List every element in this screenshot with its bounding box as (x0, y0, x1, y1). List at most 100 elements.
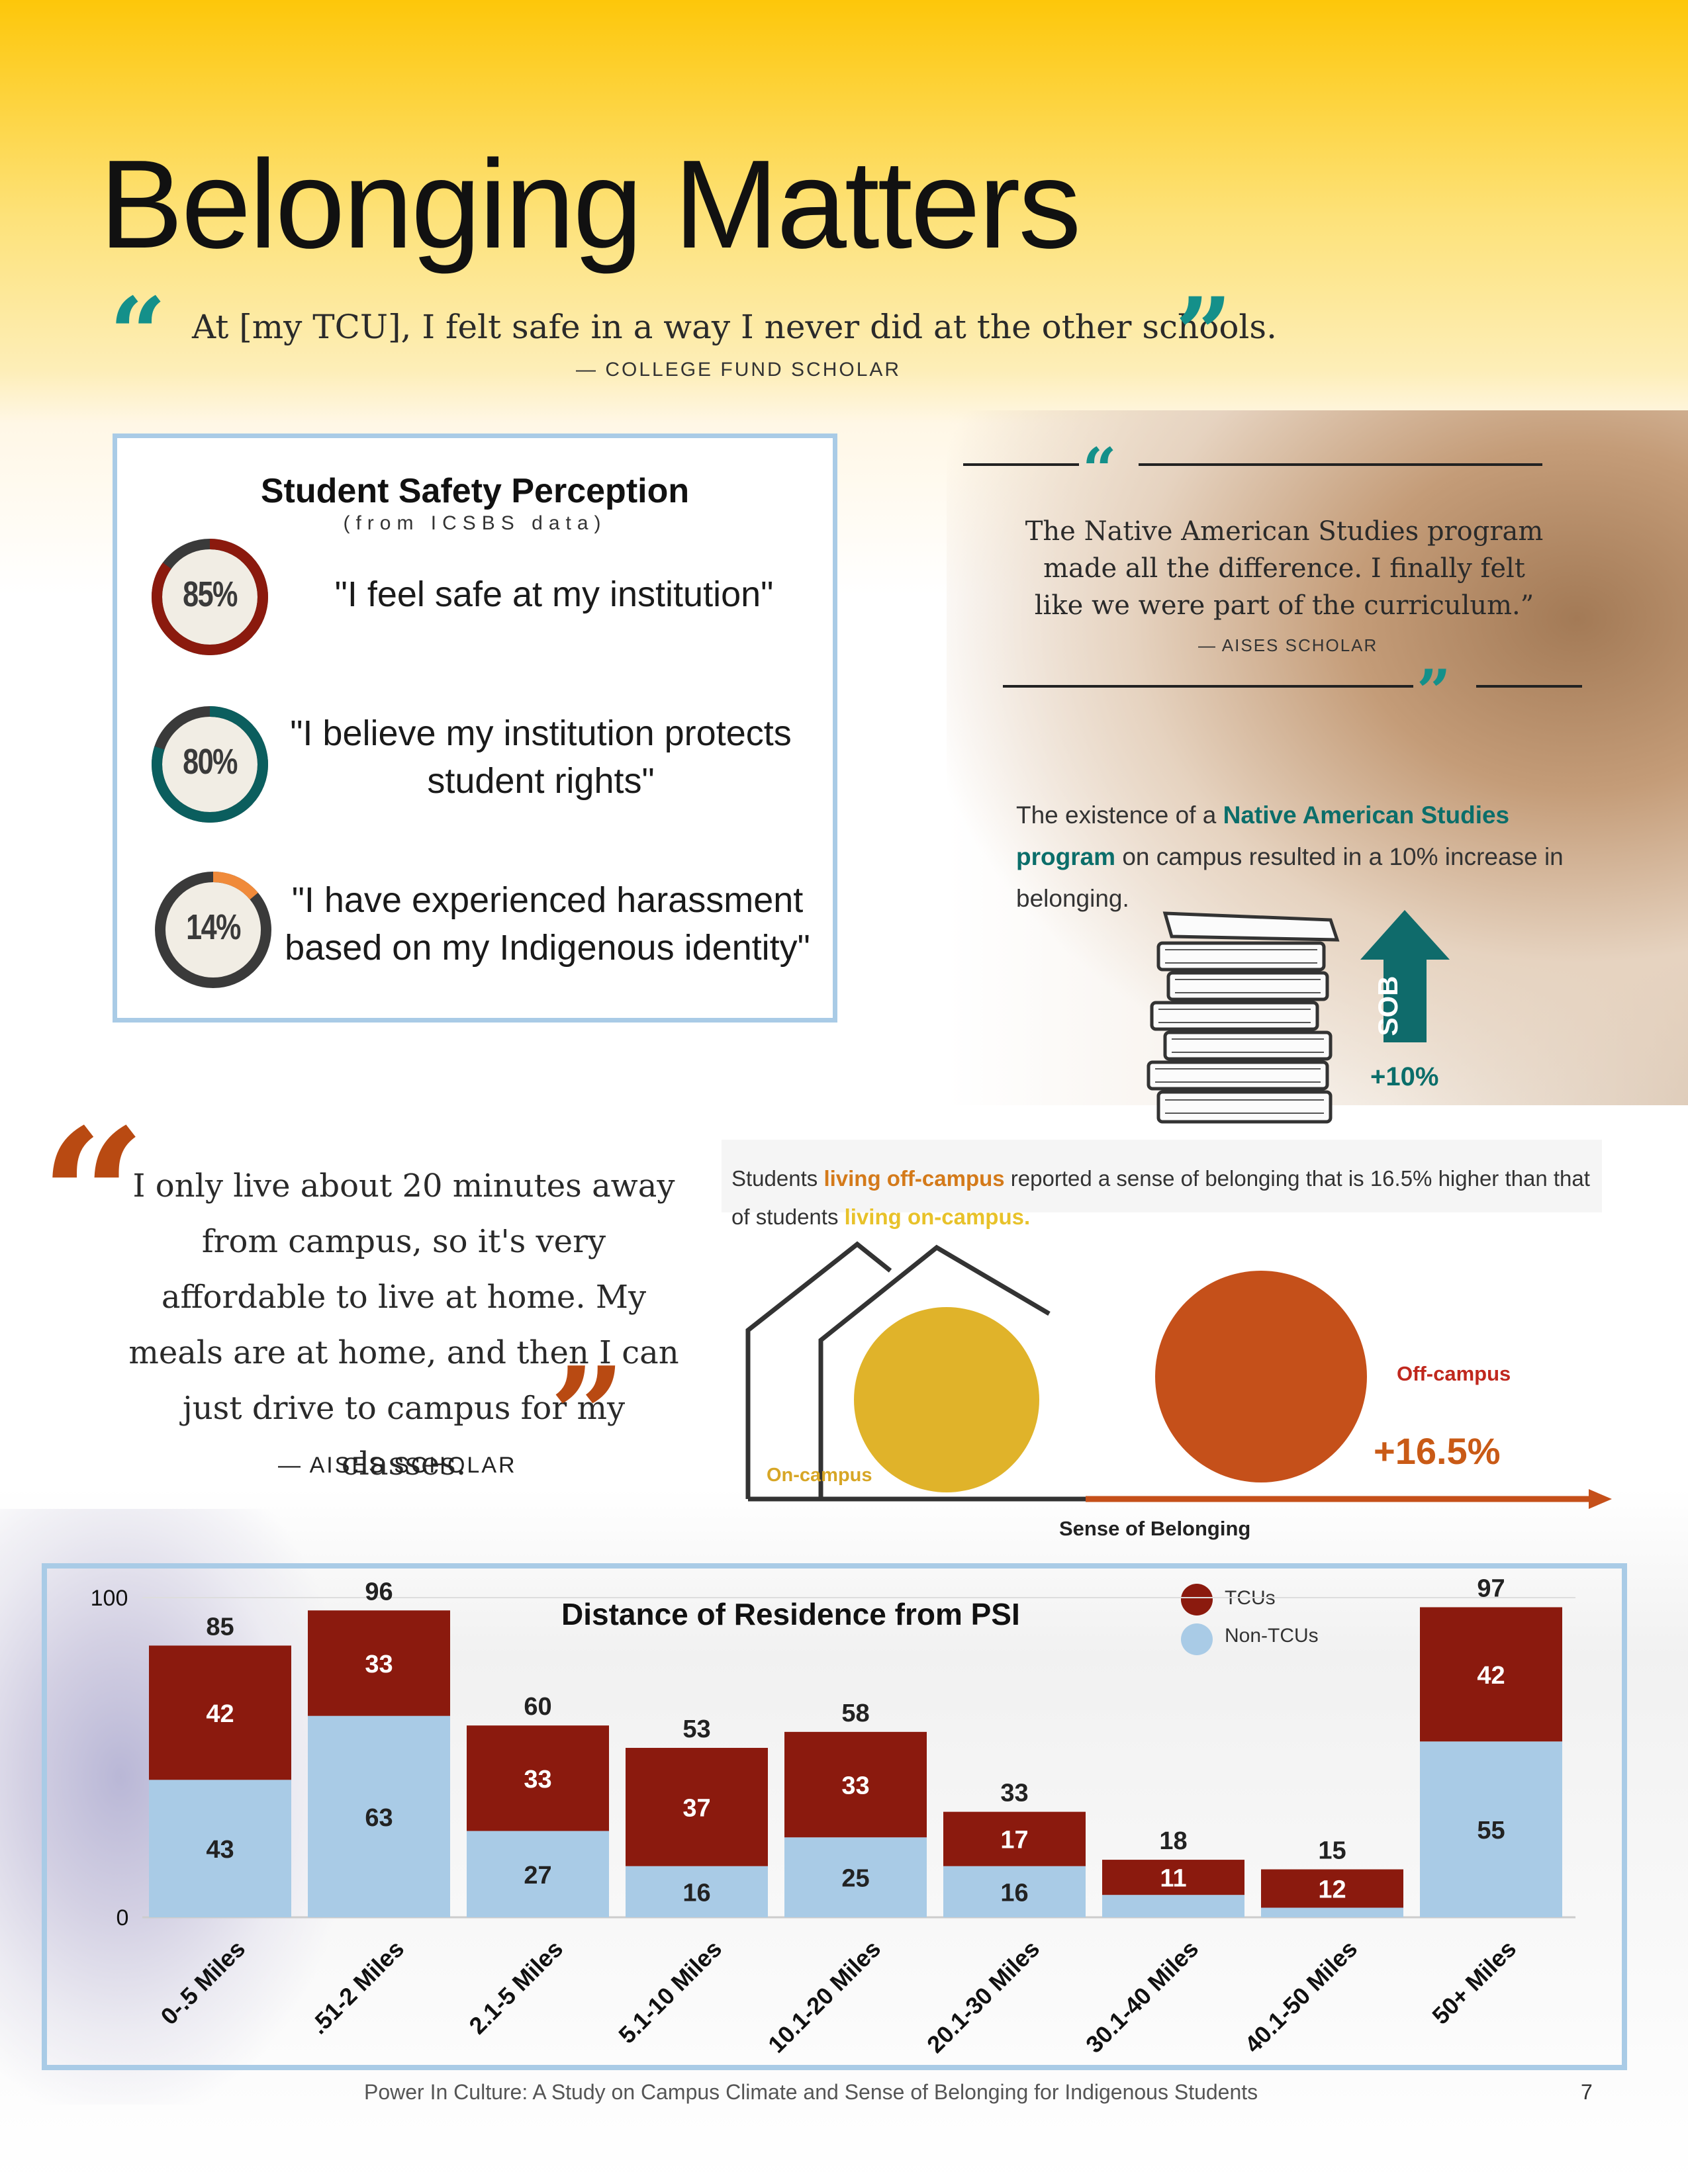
open-quote-icon: “ (1082, 435, 1117, 505)
ring-14 (155, 872, 271, 988)
nas-stat-before: The existence of a (1016, 801, 1223, 829)
bar-nontcu (1102, 1895, 1244, 1917)
divider-line (1476, 685, 1582, 688)
card-title: Student Safety Perception (260, 472, 690, 510)
data-label-tcu: 11 (1160, 1865, 1186, 1893)
statement-harassment: "I have experienced harassment based on … (285, 880, 810, 968)
data-label-nontcu: 25 (841, 1865, 869, 1893)
nas-stat-text: The existence of a Native American Studi… (1016, 794, 1599, 919)
footer-title: Power In Culture: A Study on Campus Clim… (364, 2080, 1258, 2104)
open-quote-icon: “ (109, 276, 167, 392)
nas-stat-highlight: Native American Studies program (1016, 801, 1510, 870)
ring-80 (152, 706, 268, 823)
data-label-nontcu: 16 (1000, 1879, 1028, 1907)
bar-tcu (626, 1748, 768, 1866)
legend-nontcus-label: Non-TCUs (1225, 1625, 1319, 1647)
x-tick-label: 5.1-10 Miles (613, 1935, 727, 2049)
data-label-total: 15 (1318, 1837, 1346, 1865)
data-label-total: 58 (841, 1700, 869, 1727)
chart-legend (1181, 1584, 1213, 1655)
nas-quote: The Native American Studies program made… (1025, 516, 1544, 621)
bar-tcu (149, 1645, 291, 1780)
bar-nontcu (308, 1715, 450, 1917)
bar-nontcu (149, 1780, 291, 1917)
x-tick-label: 2.1-5 Miles (463, 1935, 568, 2040)
x-tick-label: 10.1-20 Miles (763, 1935, 886, 2058)
bar-tcu (467, 1725, 609, 1831)
data-label-nontcu: 43 (206, 1836, 234, 1864)
on-campus-highlight: living on-campus. (844, 1205, 1031, 1229)
nas-quote-attribution: — AISES SCHOLAR (1198, 635, 1378, 655)
house-diagram (745, 1241, 1612, 1509)
divider-line (963, 463, 1079, 466)
x-tick-label: .51-2 Miles (305, 1935, 409, 2040)
bar-tcu (1261, 1869, 1403, 1908)
x-tick-label: 30.1-40 Miles (1080, 1935, 1203, 2058)
data-label-total: 85 (206, 1613, 234, 1641)
bar-nontcu (1420, 1741, 1562, 1917)
up-arrow-icon (1360, 910, 1450, 1042)
ring-85 (152, 539, 268, 655)
data-label-tcu: 12 (1318, 1876, 1346, 1904)
data-label-tcu: 37 (682, 1794, 710, 1822)
page-title: Belonging Matters (99, 134, 1081, 275)
increase-16-label: +16.5% (1374, 1430, 1501, 1472)
distance-chart-frame (42, 1563, 1627, 2070)
bar-nontcu (784, 1837, 927, 1917)
ring-80-label: 80% (183, 742, 238, 782)
data-label-tcu: 33 (841, 1772, 869, 1800)
data-label-total: 96 (365, 1578, 393, 1606)
divider-line (1003, 685, 1413, 688)
data-label-nontcu: 27 (524, 1862, 551, 1889)
top-quote: At [my TCU], I felt safe in a way I neve… (192, 308, 1277, 346)
divider-line (1139, 463, 1542, 466)
data-label-tcu: 42 (206, 1700, 234, 1728)
legend-nontcus-swatch (1181, 1623, 1213, 1655)
bar-nontcu (626, 1866, 768, 1917)
data-label-total: 33 (1000, 1780, 1028, 1807)
off-campus-part2: reported a sense of belonging that is 16… (731, 1166, 1590, 1229)
data-label-nontcu: 63 (365, 1804, 393, 1832)
off-campus-part1: Students (731, 1166, 824, 1191)
data-label-nontcu: 55 (1477, 1817, 1505, 1844)
data-label-tcu: 33 (365, 1651, 393, 1678)
home-quote-attribution: — AISES SCHOLAR (278, 1453, 517, 1478)
close-quote-icon: ” (549, 1338, 626, 1494)
off-campus-text: Students living off-campus reported a se… (731, 1160, 1592, 1236)
bar-tcu (943, 1811, 1086, 1866)
card-subtitle: (from ICSBS data) (343, 512, 607, 534)
open-quote-icon: “ (40, 1089, 147, 1306)
off-campus-highlight: living off-campus (823, 1166, 1005, 1191)
bar-nontcu (467, 1831, 609, 1917)
chart-title: Distance of Residence from PSI (561, 1597, 1020, 1631)
data-label-tcu: 17 (1000, 1827, 1028, 1854)
y-tick-label: 100 (91, 1586, 128, 1611)
nas-stat-after: on campus resulted in a 10% increase in … (1016, 843, 1564, 912)
bar-nontcu (1261, 1907, 1403, 1917)
increase-10-label: +10% (1370, 1062, 1439, 1091)
bar-tcu (308, 1610, 450, 1716)
top-quote-attribution: — COLLEGE FUND SCHOLAR (576, 359, 902, 381)
y-tick-label: 0 (117, 1905, 129, 1931)
bar-tcu (1102, 1860, 1244, 1895)
off-campus-label: Off-campus (1397, 1362, 1511, 1385)
ring-14-label: 14% (186, 907, 241, 947)
x-tick-label: 0-.5 Miles (156, 1935, 251, 2030)
close-quote-icon: ” (1417, 657, 1451, 727)
legend-tcus-swatch (1181, 1584, 1213, 1615)
ring-85-label: 85% (183, 574, 238, 614)
data-label-total: 97 (1477, 1574, 1505, 1602)
close-quote-icon: ” (1175, 276, 1233, 392)
page-number: 7 (1581, 2080, 1593, 2104)
off-campus-text-box (722, 1140, 1602, 1212)
bar-tcu (784, 1731, 927, 1838)
data-label-nontcu: 16 (682, 1879, 710, 1907)
data-label-tcu: 33 (524, 1766, 551, 1794)
data-label-total: 18 (1159, 1827, 1187, 1855)
statement-rights: "I believe my institution protects stude… (290, 713, 792, 801)
data-label-total: 53 (682, 1715, 710, 1743)
x-tick-label: 20.1-30 Miles (921, 1935, 1045, 2058)
bar-nontcu (943, 1866, 1086, 1917)
x-tick-label: 40.1-50 Miles (1239, 1935, 1362, 2058)
